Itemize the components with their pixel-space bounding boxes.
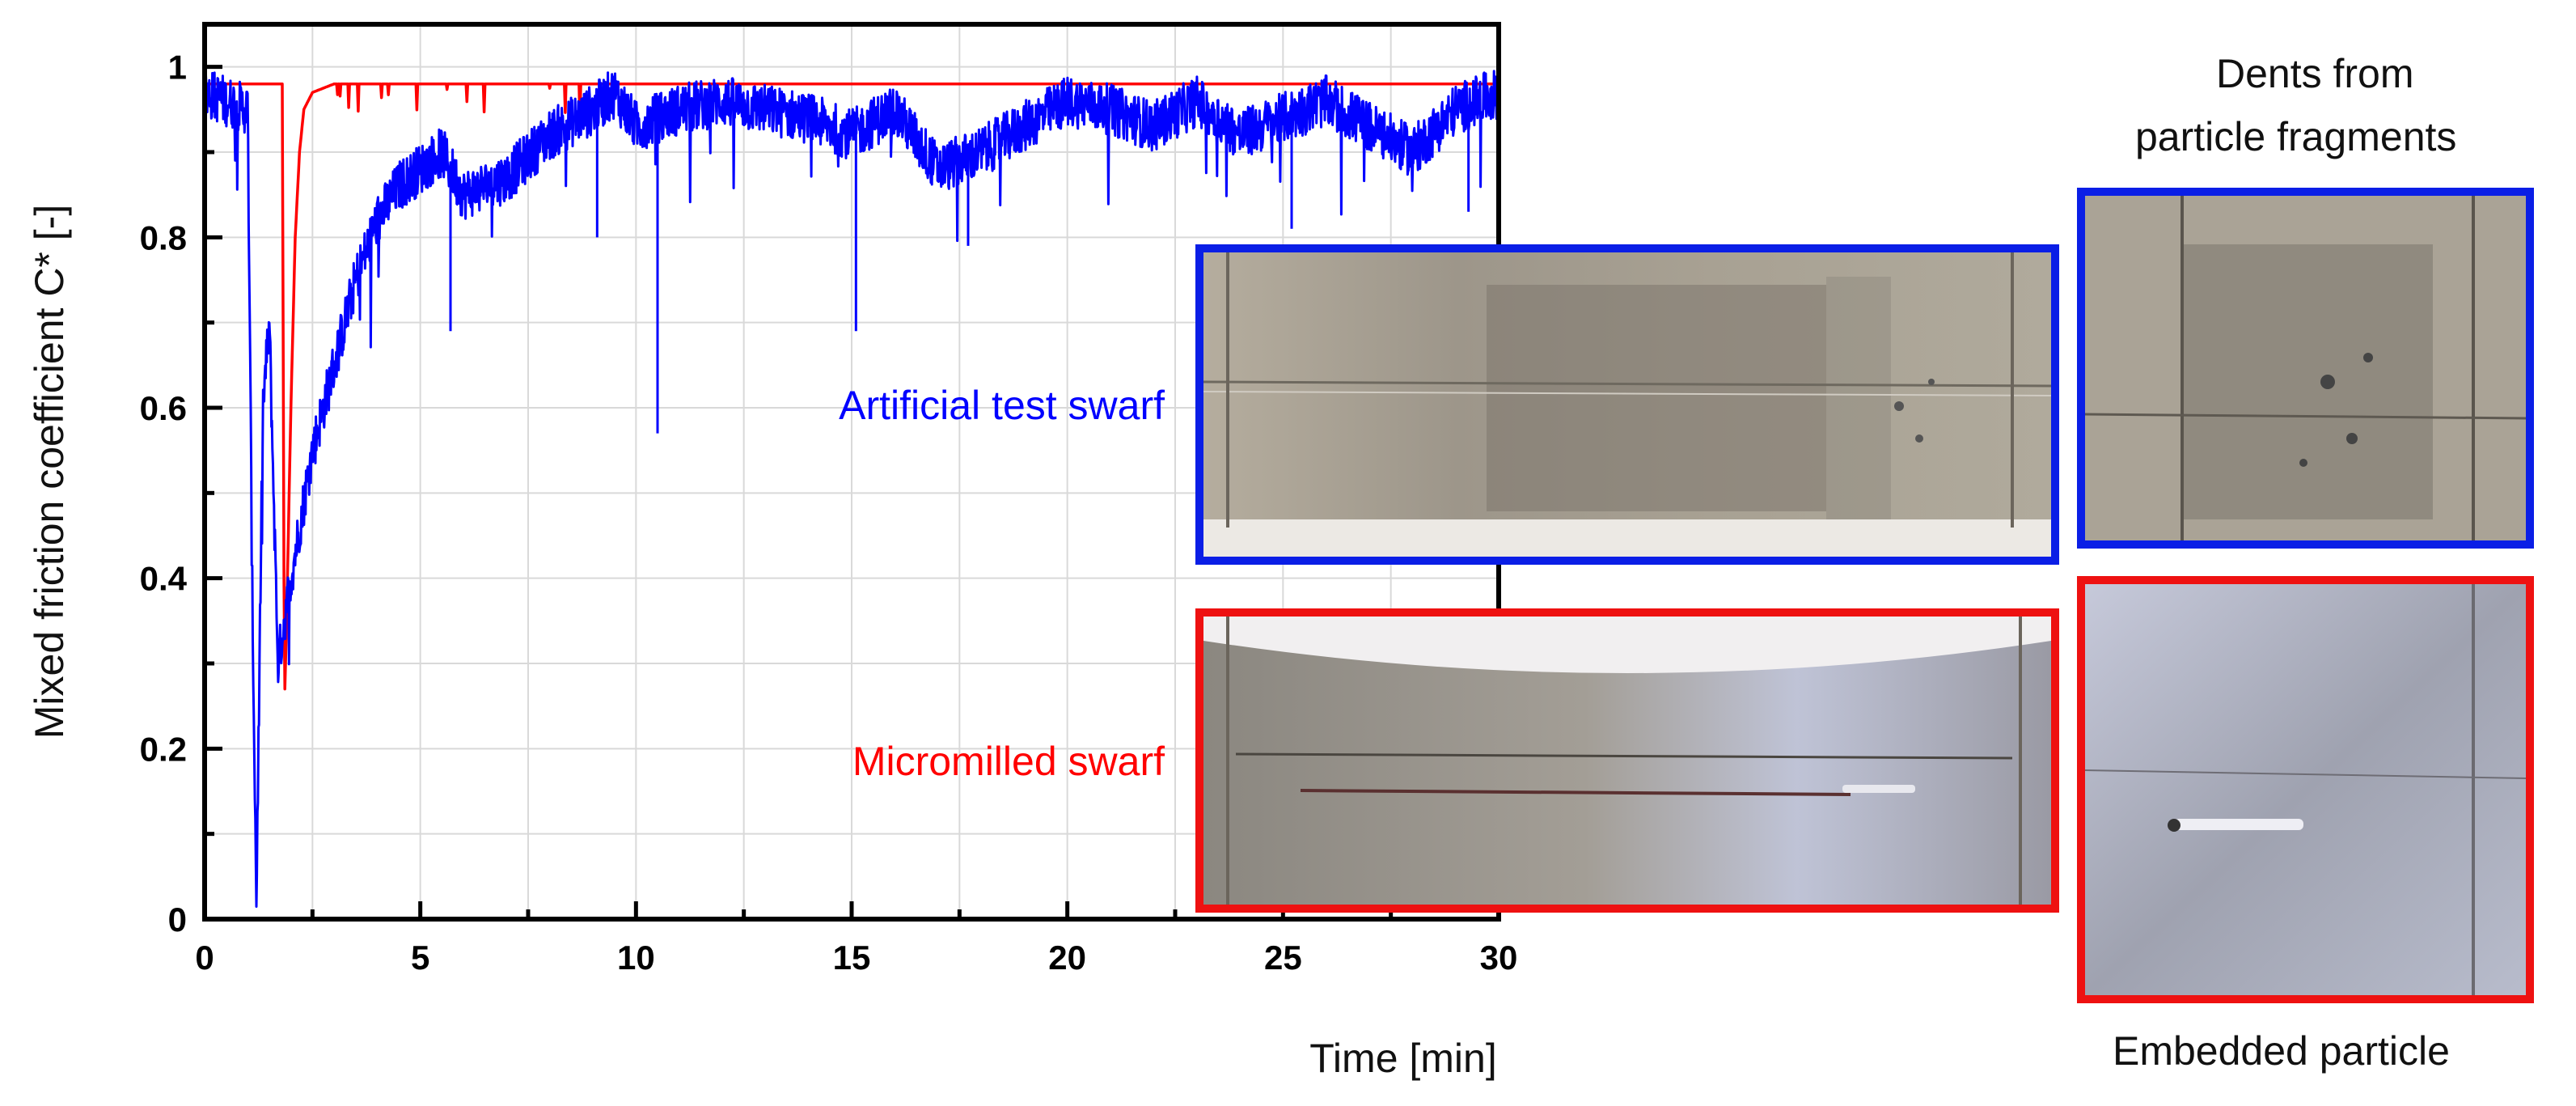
photo-embedded-particle-closeup [2077,576,2534,1003]
axis-ticks [202,65,1501,922]
x-tick-label: 10 [617,939,655,977]
x-tick-label: 0 [195,939,214,977]
y-tick-label: 0.8 [140,218,187,256]
x-tick-label: 25 [1264,939,1302,977]
tick-labels: 0 5 10 15 20 25 30 0 0.2 0.4 0.6 0.8 1 [140,49,1518,977]
x-tick-label: 20 [1048,939,1086,977]
caption-dents-line1: Dents from [2216,51,2414,96]
y-tick-label: 0 [168,900,187,939]
y-axis-title: Mixed friction coefficient C* [-] [27,205,72,739]
series-line-micromilled-swarf [204,82,1499,691]
x-tick-label: 15 [833,939,871,977]
y-tick-label: 0.4 [140,560,188,598]
y-tick-label: 1 [168,49,187,87]
x-tick-label: 30 [1480,939,1518,977]
photo-dents-closeup [2077,188,2534,549]
y-tick-label: 0.6 [140,389,187,427]
series-lines [203,70,1500,908]
caption-embedded-particle: Embedded particle [2113,1028,2450,1074]
caption-dents-line2: particle fragments [2135,114,2457,159]
x-axis-title: Time [min] [1309,1036,1497,1081]
y-tick-label: 0.2 [140,730,187,768]
annotation-micromilled-swarf: Micromilled swarf [852,739,1165,784]
x-tick-label: 5 [411,939,429,977]
annotation-artificial-swarf: Artificial test swarf [839,383,1165,428]
series-line-artificial-swarf [203,70,1500,908]
photo-micromilled-swarf-bearing [1195,608,2059,913]
photo-artificial-swarf-bearing [1195,244,2059,565]
